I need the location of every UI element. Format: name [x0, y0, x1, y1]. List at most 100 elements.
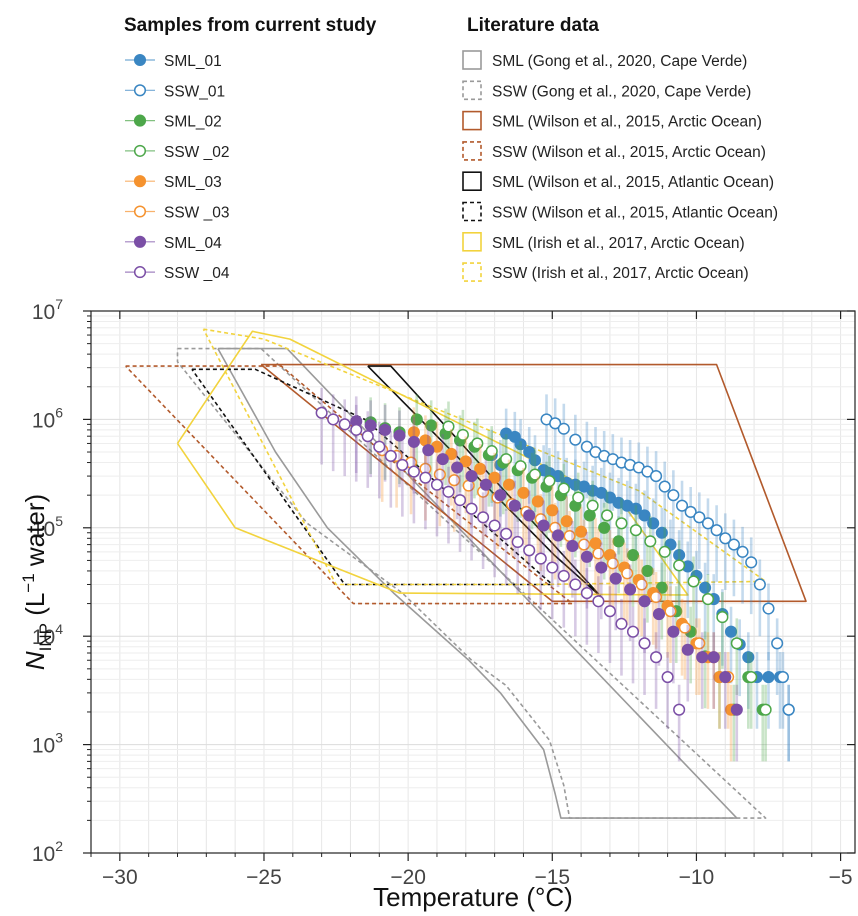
legend-label-ssw-irish-et-al-2017-arctic-ocean: SSW (Irish et al., 2017, Arctic Ocean) [492, 265, 749, 282]
data-point [626, 625, 640, 638]
data-point [566, 539, 579, 553]
data-point [523, 445, 536, 459]
data-point [451, 461, 464, 474]
legend-label-ssw-wilson-et-al-2015-atlantic-ocean: SSW (Wilson et al., 2015, Atlantic Ocean… [492, 205, 778, 222]
data-point [719, 670, 732, 684]
data-point [580, 550, 593, 563]
legend-current-study: Samples from current study SML_01 SSW_01 S… [124, 15, 377, 282]
x-tick-label: −20 [390, 866, 426, 889]
data-point [364, 419, 377, 432]
data-point [595, 561, 608, 574]
data-point [693, 637, 706, 650]
data-point [655, 581, 668, 594]
data-point [546, 561, 559, 574]
data-point [425, 419, 438, 432]
legend-label-ssw-02: SSW _02 [164, 144, 229, 161]
data-point [701, 517, 715, 530]
data-point [650, 590, 663, 604]
y-axis-label-subscript: INP [36, 623, 55, 651]
data-point [410, 413, 423, 426]
data-point [569, 433, 582, 446]
data-point [745, 556, 758, 569]
data-point [396, 458, 409, 472]
data-point [638, 637, 651, 650]
data-point [528, 468, 542, 481]
data-point [658, 545, 671, 558]
x-tick-label: −25 [246, 866, 282, 889]
y-tick-label: 102 [32, 838, 63, 866]
data-point [384, 449, 397, 463]
data-point [641, 564, 654, 577]
data-point [575, 525, 588, 538]
data-point [609, 572, 622, 585]
data-point [621, 567, 634, 580]
data-point [753, 578, 766, 591]
y-axis-label-close: water) [20, 494, 50, 573]
legend-marker [133, 114, 147, 127]
data-point [762, 670, 775, 684]
data-point [523, 544, 536, 557]
data-point [776, 670, 789, 684]
data-point [534, 552, 547, 565]
data-point [477, 511, 490, 524]
data-point [465, 502, 478, 515]
data-point [327, 413, 340, 426]
data-point [652, 608, 666, 621]
data-point [710, 524, 723, 537]
data-point [684, 505, 697, 519]
legend-label-ssw-03: SSW _03 [164, 205, 229, 222]
data-point [638, 509, 651, 522]
literature-region-ssw-gong-et-al-2020-cape-verde [176, 347, 767, 819]
literature-region-sml-wilson-et-al-2015-arctic-ocean [260, 363, 807, 603]
data-point [560, 515, 573, 528]
data-point [445, 447, 458, 461]
literature-region-ssw-irish-et-al-2017-arctic-ocean [202, 328, 767, 586]
data-point [557, 482, 570, 495]
data-point [644, 535, 657, 548]
data-point [673, 559, 686, 572]
data-point [546, 504, 559, 517]
legend-marker [133, 205, 147, 218]
literature-region-ssw-wilson-et-al-2015-arctic-ocean [125, 365, 574, 605]
data-point [494, 489, 507, 502]
data-point [488, 519, 501, 532]
legend-label-sml-02: SML_02 [164, 114, 222, 131]
y-axis-label-main: N [20, 651, 50, 670]
data-point [638, 595, 651, 608]
data-point [442, 485, 455, 498]
data-point [629, 524, 642, 537]
legend-literature-title: Literature data [467, 15, 599, 36]
data-point [716, 611, 729, 624]
data-point [448, 474, 461, 487]
data-point [603, 491, 616, 504]
data-point [736, 545, 749, 558]
series-ssw-01 [540, 394, 795, 762]
data-point [350, 423, 363, 436]
data-point [730, 703, 743, 716]
legend-label-sml-wilson-et-al-2015-arctic-ocean: SML (Wilson et al., 2015, Arctic Ocean) [492, 114, 762, 131]
data-point [500, 527, 513, 540]
data-point [719, 532, 732, 545]
x-tick-label: −15 [534, 866, 570, 889]
series-ssw-04 [315, 387, 686, 762]
data-point [407, 435, 420, 448]
x-axis-label: Temperature (°C) [373, 882, 573, 912]
data-point [586, 499, 599, 512]
data-point [557, 569, 570, 582]
data-point [453, 494, 467, 507]
data-point [745, 670, 758, 684]
data-point [771, 637, 784, 650]
y-tick-label: 103 [32, 730, 63, 758]
data-point [514, 438, 527, 451]
data-point [730, 637, 743, 650]
legend-label-ssw-01: SSW_01 [164, 83, 225, 100]
legend-swatch [462, 171, 482, 191]
data-point [523, 509, 536, 522]
data-point [693, 511, 706, 524]
data-point [543, 474, 556, 488]
y-axis-label: NINP (L−1 water) [19, 494, 55, 670]
data-point [742, 651, 755, 664]
legend-label-ssw-wilson-et-al-2015-arctic-ocean: SSW (Wilson et al., 2015, Arctic Ocean) [492, 144, 766, 161]
literature-region-sml-irish-et-al-2017-arctic-ocean [176, 330, 689, 596]
y-tick-label: 105 [32, 513, 63, 541]
